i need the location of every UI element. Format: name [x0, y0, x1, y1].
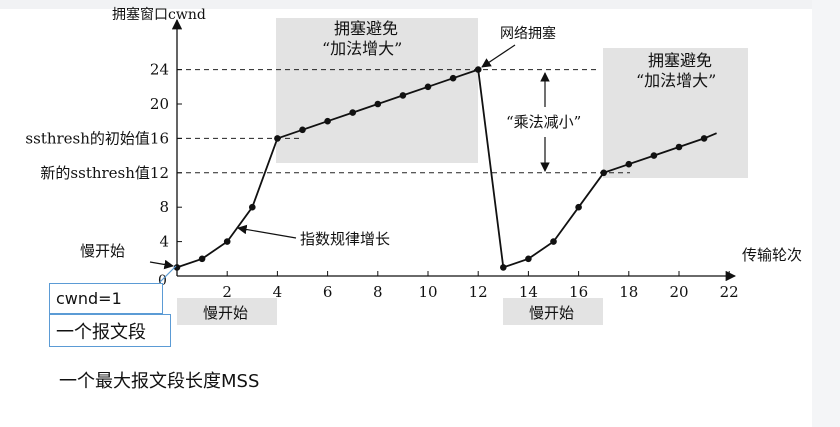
data-point-15: [550, 238, 557, 245]
data-point-14: [525, 255, 532, 263]
region-ss1: [177, 298, 277, 325]
x-axis-label: 传输轮次: [742, 246, 802, 264]
data-point-19: [650, 152, 658, 159]
congestion-label: 网络拥塞: [500, 25, 556, 42]
y-tick-label-4: 4: [159, 233, 169, 251]
region-ss2: [503, 298, 603, 325]
data-point-8: [374, 100, 382, 108]
exp-growth-label: 指数规律增长: [300, 230, 390, 248]
data-point-20: [675, 143, 683, 151]
cwnd-box: cwnd=1: [49, 283, 163, 314]
data-point-3: [249, 203, 256, 211]
congestion-arrow: [481, 44, 516, 68]
x-tick-label-18: 18: [619, 283, 638, 301]
slow-start-box2-label: 慢开始: [529, 304, 574, 322]
slow-start-label: 慢开始: [80, 242, 125, 260]
data-point-21: [700, 135, 708, 142]
data-point-0: [173, 264, 181, 271]
x-tick-label-10: 10: [418, 283, 437, 301]
slow-start-box1-label: 慢开始: [203, 304, 248, 322]
region-ca1: [276, 18, 478, 163]
data-point-16: [575, 203, 582, 211]
y-tick-label-8: 8: [159, 198, 169, 216]
y-axis-label: 拥塞窗口cwnd: [112, 6, 206, 23]
data-point-11: [449, 74, 457, 82]
data-point-17: [600, 169, 607, 177]
x-tick-label-4: 4: [273, 283, 283, 301]
data-point-6: [324, 117, 331, 125]
slow-start-arrow: [149, 259, 174, 270]
y-tick-label-16: ssthresh的初始值16: [25, 129, 169, 147]
x-tick-label-20: 20: [669, 283, 688, 301]
exp-growth-arrow: [237, 224, 297, 239]
data-point-10: [424, 83, 432, 91]
y-tick-label-12: 新的ssthresh值12: [40, 164, 169, 182]
right-bar: [812, 0, 840, 427]
y-tick-label-24: 24: [150, 61, 169, 79]
top-bar: [0, 0, 840, 9]
x-tick-label-16: 16: [569, 283, 588, 301]
data-point-12: [474, 66, 482, 73]
segment-box: 一个报文段: [49, 314, 171, 347]
x-tick-label-22: 22: [720, 283, 739, 301]
mult-decrease-label: “乘法减小”: [506, 113, 581, 131]
x-tick-label-12: 12: [469, 283, 488, 301]
region-ca2-label2: “加法增大”: [636, 71, 716, 90]
data-point-18: [625, 160, 633, 168]
data-point-5: [299, 126, 306, 134]
x-tick-label-8: 8: [373, 283, 383, 301]
origin-label: 0: [158, 273, 167, 289]
data-point-13: [500, 264, 507, 271]
region-ca2-label1: 拥塞避免: [648, 51, 712, 70]
data-point-2: [223, 238, 231, 245]
mss-note: 一个最大报文段长度MSS: [59, 371, 260, 392]
x-tick-label-6: 6: [323, 283, 333, 301]
y-tick-label-20: 20: [150, 95, 169, 113]
data-point-1: [198, 255, 206, 263]
data-point-9: [399, 92, 407, 99]
cwnd-pointer: [159, 265, 177, 283]
data-point-4: [274, 135, 281, 142]
x-tick-label-14: 14: [519, 283, 538, 301]
data-point-7: [349, 109, 357, 116]
region-ca2: [603, 48, 748, 178]
x-tick-label-2: 2: [222, 283, 232, 301]
region-ca1-label2: “加法增大”: [322, 39, 402, 58]
region-ca1-label1: 拥塞避免: [334, 19, 398, 38]
